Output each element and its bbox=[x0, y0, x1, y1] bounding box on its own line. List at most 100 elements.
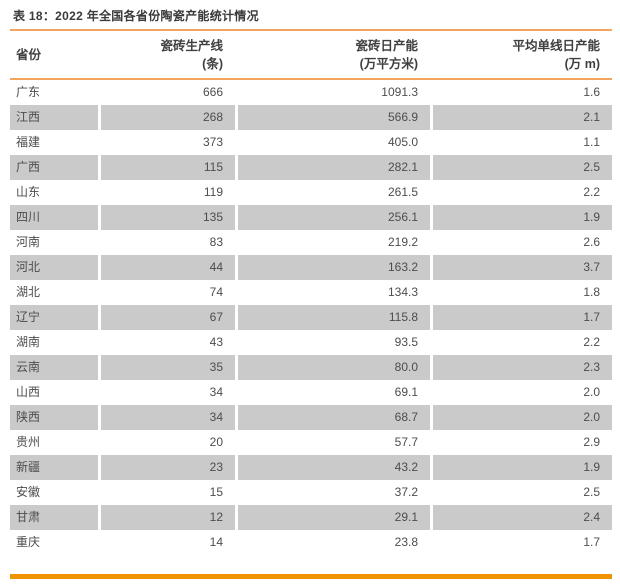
daily-capacity-cell: 43.2 bbox=[235, 455, 430, 480]
province-cell: 四川 bbox=[10, 205, 98, 230]
avg-capacity-cell: 1.1 bbox=[430, 130, 612, 155]
column-header-label: 瓷砖日产能 bbox=[355, 39, 418, 53]
province-cell: 安徽 bbox=[16, 485, 41, 499]
production-lines-cell: 23 bbox=[98, 455, 235, 480]
production-lines-cell: 83 bbox=[98, 230, 235, 255]
avg-capacity-cell: 1.8 bbox=[430, 280, 612, 305]
daily-capacity-cell: 93.5 bbox=[235, 330, 430, 355]
capacity-table: 省份 瓷砖生产线 (条) 瓷砖日产能 (万平方米) 平均单线日产能 (万 m) … bbox=[10, 31, 612, 555]
production-lines-cell: 20 bbox=[98, 430, 235, 455]
table-row: 河南 83 219.2 2.6 bbox=[10, 230, 612, 255]
avg-capacity-cell: 2.2 bbox=[430, 180, 612, 205]
province-cell: 陕西 bbox=[10, 405, 98, 430]
header-row: 省份 瓷砖生产线 (条) 瓷砖日产能 (万平方米) 平均单线日产能 (万 m) bbox=[10, 31, 612, 80]
daily-capacity-cell: 219.2 bbox=[235, 230, 430, 255]
daily-capacity-cell: 405.0 bbox=[235, 130, 430, 155]
daily-capacity-cell: 282.1 bbox=[235, 155, 430, 180]
daily-capacity-cell: 115.8 bbox=[235, 305, 430, 330]
bottom-accent-rule bbox=[10, 574, 612, 579]
province-cell: 贵州 bbox=[16, 435, 41, 449]
title-rule bbox=[10, 29, 612, 31]
province-cell: 湖北 bbox=[16, 285, 41, 299]
production-lines-cell: 35 bbox=[98, 355, 235, 380]
production-lines-cell: 44 bbox=[98, 255, 235, 280]
production-lines-cell: 12 bbox=[98, 505, 235, 530]
production-lines-cell: 135 bbox=[98, 205, 235, 230]
avg-capacity-cell: 1.6 bbox=[430, 80, 612, 105]
daily-capacity-cell: 29.1 bbox=[235, 505, 430, 530]
daily-capacity-cell: 261.5 bbox=[235, 180, 430, 205]
avg-capacity-cell: 2.1 bbox=[430, 105, 612, 130]
table-row: 四川 135 256.1 1.9 bbox=[10, 205, 612, 230]
daily-capacity-cell: 68.7 bbox=[235, 405, 430, 430]
production-lines-cell: 74 bbox=[98, 280, 235, 305]
production-lines-cell: 373 bbox=[98, 130, 235, 155]
production-lines-cell: 67 bbox=[98, 305, 235, 330]
province-cell: 江西 bbox=[10, 105, 98, 130]
avg-capacity-cell: 2.0 bbox=[430, 405, 612, 430]
column-header-unit: (万 m) bbox=[564, 57, 600, 71]
table-body: 广东 666 1091.3 1.6 江西 268 566.9 2.1 福建 37… bbox=[10, 80, 612, 555]
province-cell: 云南 bbox=[10, 355, 98, 380]
table-row: 贵州 20 57.7 2.9 bbox=[10, 430, 612, 455]
column-header-unit: (万平方米) bbox=[359, 57, 418, 71]
avg-capacity-cell: 2.5 bbox=[430, 480, 612, 505]
daily-capacity-cell: 23.8 bbox=[235, 530, 430, 555]
column-header-label: 省份 bbox=[16, 48, 42, 62]
province-cell: 辽宁 bbox=[10, 305, 98, 330]
avg-capacity-cell: 2.6 bbox=[430, 230, 612, 255]
avg-capacity-cell: 1.9 bbox=[430, 455, 612, 480]
production-lines-cell: 34 bbox=[98, 380, 235, 405]
province-cell: 重庆 bbox=[16, 535, 41, 549]
province-cell: 河南 bbox=[16, 235, 41, 249]
column-header-daily-capacity: 瓷砖日产能 (万平方米) bbox=[235, 31, 430, 80]
column-header-production-lines: 瓷砖生产线 (条) bbox=[98, 31, 235, 80]
production-lines-cell: 119 bbox=[98, 180, 235, 205]
avg-capacity-cell: 3.7 bbox=[430, 255, 612, 280]
province-cell: 河北 bbox=[10, 255, 98, 280]
avg-capacity-cell: 2.9 bbox=[430, 430, 612, 455]
daily-capacity-cell: 566.9 bbox=[235, 105, 430, 130]
avg-capacity-cell: 2.2 bbox=[430, 330, 612, 355]
province-cell: 山东 bbox=[16, 185, 41, 199]
table-row: 江西 268 566.9 2.1 bbox=[10, 105, 612, 130]
column-header-unit: (条) bbox=[202, 57, 223, 71]
daily-capacity-cell: 37.2 bbox=[235, 480, 430, 505]
column-header-label: 瓷砖生产线 bbox=[160, 39, 223, 53]
daily-capacity-cell: 1091.3 bbox=[235, 80, 430, 105]
production-lines-cell: 34 bbox=[98, 405, 235, 430]
daily-capacity-cell: 256.1 bbox=[235, 205, 430, 230]
daily-capacity-cell: 69.1 bbox=[235, 380, 430, 405]
column-header-label: 平均单线日产能 bbox=[512, 39, 600, 53]
table-row: 河北 44 163.2 3.7 bbox=[10, 255, 612, 280]
table-row: 辽宁 67 115.8 1.7 bbox=[10, 305, 612, 330]
daily-capacity-cell: 134.3 bbox=[235, 280, 430, 305]
daily-capacity-cell: 163.2 bbox=[235, 255, 430, 280]
column-header-province: 省份 bbox=[10, 31, 98, 80]
table-row: 广西 115 282.1 2.5 bbox=[10, 155, 612, 180]
table-title: 表 18：2022 年全国各省份陶瓷产能统计情况 bbox=[13, 9, 259, 23]
province-cell: 福建 bbox=[16, 135, 41, 149]
production-lines-cell: 43 bbox=[98, 330, 235, 355]
table-row: 湖北 74 134.3 1.8 bbox=[10, 280, 612, 305]
production-lines-cell: 115 bbox=[98, 155, 235, 180]
table-row: 新疆 23 43.2 1.9 bbox=[10, 455, 612, 480]
table-header: 省份 瓷砖生产线 (条) 瓷砖日产能 (万平方米) 平均单线日产能 (万 m) bbox=[10, 31, 612, 80]
province-cell: 广东 bbox=[16, 85, 41, 99]
production-lines-cell: 14 bbox=[98, 530, 235, 555]
production-lines-cell: 15 bbox=[98, 480, 235, 505]
table-row: 山西 34 69.1 2.0 bbox=[10, 380, 612, 405]
production-lines-cell: 666 bbox=[98, 80, 235, 105]
province-cell: 湖南 bbox=[16, 335, 41, 349]
province-cell: 甘肃 bbox=[10, 505, 98, 530]
table-row: 重庆 14 23.8 1.7 bbox=[10, 530, 612, 555]
avg-capacity-cell: 2.0 bbox=[430, 380, 612, 405]
avg-capacity-cell: 2.4 bbox=[430, 505, 612, 530]
province-cell: 广西 bbox=[10, 155, 98, 180]
table-row: 福建 373 405.0 1.1 bbox=[10, 130, 612, 155]
avg-capacity-cell: 2.3 bbox=[430, 355, 612, 380]
table-row: 山东 119 261.5 2.2 bbox=[10, 180, 612, 205]
table-row: 湖南 43 93.5 2.2 bbox=[10, 330, 612, 355]
daily-capacity-cell: 57.7 bbox=[235, 430, 430, 455]
